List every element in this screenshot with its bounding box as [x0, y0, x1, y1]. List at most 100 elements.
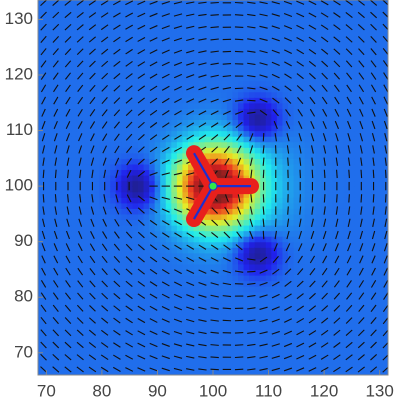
heat-cell [165, 141, 172, 148]
heat-cell [176, 286, 184, 293]
director [174, 232, 182, 238]
heat-cell [338, 230, 345, 237]
heat-cell [315, 225, 322, 232]
heat-cell [243, 202, 250, 209]
heat-cell [121, 286, 128, 293]
heat-cell [226, 202, 234, 209]
heat-cell [299, 297, 306, 304]
heat-cell [99, 69, 106, 76]
heat-cell [293, 208, 300, 215]
heat-cell [310, 197, 317, 204]
heat-cell [110, 19, 117, 26]
heat-cell [182, 158, 189, 165]
heat-cell [288, 2, 295, 9]
heat-cell [176, 91, 184, 98]
director [113, 354, 121, 360]
heat-cell [93, 313, 100, 321]
heat-cell [76, 75, 84, 82]
director [247, 26, 256, 29]
heat-cell [43, 219, 50, 226]
director [137, 36, 146, 42]
heat-cell [38, 197, 45, 204]
heat-cell [215, 225, 222, 232]
heat-cell [199, 2, 206, 9]
heat-cell [293, 169, 300, 176]
heat-cell [126, 13, 134, 21]
director [149, 109, 158, 116]
heat-cell [365, 325, 372, 332]
heat-cell [60, 308, 67, 315]
heat-cell [82, 75, 89, 82]
heat-cell [88, 230, 95, 237]
heat-cell [154, 8, 161, 15]
heat-cell [76, 236, 84, 243]
heat-cell [143, 213, 150, 221]
heat-cell [88, 119, 95, 126]
heat-cell [254, 363, 261, 371]
heat-cell [243, 169, 250, 176]
heat-cell [143, 275, 150, 282]
heat-cell [215, 158, 222, 165]
heat-cell [204, 263, 211, 271]
heat-cell [232, 52, 239, 59]
heat-cell [304, 336, 311, 343]
director [174, 269, 182, 275]
heat-cell [82, 319, 89, 326]
heat-cell [349, 258, 356, 265]
heat-cell [288, 236, 295, 243]
heat-cell [171, 269, 178, 276]
heat-cell [343, 275, 350, 282]
director [247, 282, 256, 285]
heat-cell [38, 330, 45, 337]
heat-cell [376, 58, 384, 65]
heat-cell [288, 58, 295, 65]
heat-cell [38, 147, 45, 154]
heat-cell [182, 247, 189, 254]
director [103, 169, 106, 179]
director [224, 206, 230, 215]
heat-cell [82, 219, 89, 226]
heat-cell [304, 213, 311, 221]
heat-cell [126, 58, 134, 65]
heat-cell [60, 152, 67, 159]
heat-cell [215, 58, 222, 65]
heat-cell [215, 352, 222, 359]
heat-cell [310, 275, 317, 282]
heat-cell [176, 313, 184, 321]
heat-cell [365, 25, 372, 32]
heat-cell [276, 369, 284, 375]
heat-cell [82, 47, 89, 54]
heat-cell [160, 130, 167, 137]
heat-cell [88, 52, 95, 59]
heat-cell [365, 230, 372, 237]
heat-cell [204, 147, 211, 154]
heat-cell [160, 302, 167, 309]
heat-cell [154, 147, 161, 154]
heat-cell [310, 263, 317, 271]
heat-cell [38, 141, 45, 148]
heat-cell [265, 175, 272, 182]
heat-cell [82, 347, 89, 354]
director [210, 257, 219, 262]
heat-cell [110, 363, 117, 371]
heat-cell [332, 352, 339, 359]
heat-cell [60, 291, 67, 298]
director [101, 48, 109, 55]
heat-cell [288, 0, 295, 4]
heat-cell [215, 0, 222, 4]
heat-cell [332, 97, 339, 104]
heat-cell [382, 241, 388, 248]
heat-cell [132, 41, 139, 48]
heat-cell [376, 191, 384, 198]
heat-cell [188, 86, 195, 93]
heat-cell [265, 63, 272, 71]
heat-cell [315, 341, 322, 348]
heat-cell [149, 336, 156, 343]
director [222, 282, 232, 286]
heat-cell [143, 336, 150, 343]
heat-cell [88, 263, 95, 271]
heat-cell [260, 119, 267, 126]
director [90, 206, 95, 215]
heat-cell [165, 69, 172, 76]
heat-cell [149, 363, 156, 371]
